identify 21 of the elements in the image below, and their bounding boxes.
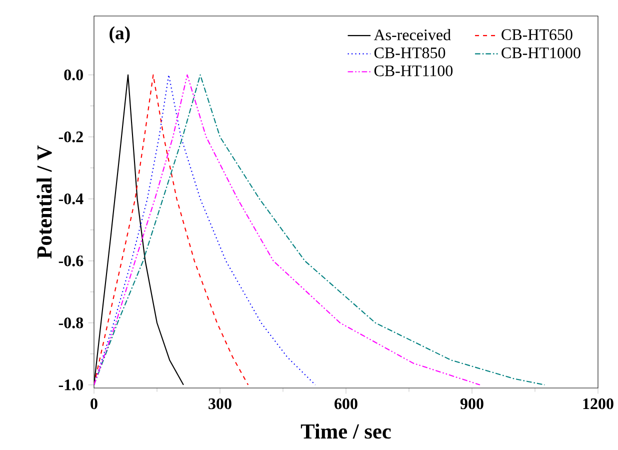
y-axis-title: Potential / V (36, 145, 52, 259)
x-tick-label: 1200 (583, 398, 614, 410)
y-tick-label: 0.0 (64, 69, 83, 80)
legend-label: As-received (374, 29, 451, 40)
x-axis-title: Time / sec (300, 424, 391, 439)
x-tick-label: 600 (334, 398, 358, 410)
legend-label: CB-HT850 (374, 47, 446, 58)
y-tick-label: -1.0 (58, 379, 83, 390)
y-tick-label: -0.6 (58, 255, 84, 266)
annotation: (a) (110, 26, 130, 44)
y-tick-label: -0.4 (58, 193, 84, 204)
x-tick-label: 300 (208, 398, 232, 410)
y-tick-label: -0.2 (58, 131, 83, 142)
x-tick-label: 0 (90, 398, 98, 410)
line-series (94, 74, 316, 386)
legend-label: CB-HT1100 (374, 65, 453, 76)
line-series (94, 74, 249, 386)
x-tick-label: 900 (460, 398, 484, 410)
y-tick-label: -0.8 (58, 317, 84, 328)
legend-label: CB-HT650 (502, 29, 572, 40)
legend-label: CB-HT1000 (502, 47, 580, 58)
